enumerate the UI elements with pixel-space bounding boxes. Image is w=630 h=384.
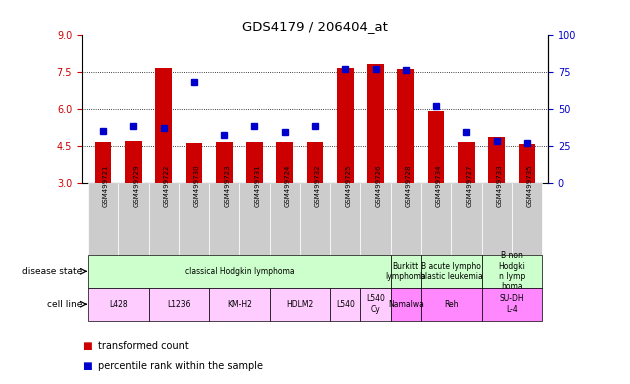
Text: disease state: disease state (22, 267, 83, 276)
Text: B non
Hodgki
n lymp
homa: B non Hodgki n lymp homa (498, 251, 525, 291)
Text: GSM499729: GSM499729 (134, 165, 139, 207)
Text: B acute lympho
blastic leukemia: B acute lympho blastic leukemia (420, 262, 483, 281)
Text: KM-H2: KM-H2 (227, 300, 252, 309)
Text: GSM499730: GSM499730 (194, 165, 200, 207)
Text: classical Hodgkin lymphoma: classical Hodgkin lymphoma (185, 267, 294, 276)
Text: L428: L428 (109, 300, 127, 309)
Text: GSM499724: GSM499724 (285, 165, 290, 207)
FancyBboxPatch shape (149, 182, 179, 255)
FancyBboxPatch shape (270, 288, 330, 321)
Text: GSM499722: GSM499722 (164, 165, 169, 207)
Bar (367, 64, 384, 182)
Bar (94, 142, 112, 182)
FancyBboxPatch shape (300, 182, 330, 255)
FancyBboxPatch shape (88, 288, 149, 321)
Text: GSM499723: GSM499723 (224, 165, 230, 207)
Text: GSM499726: GSM499726 (375, 165, 382, 207)
FancyBboxPatch shape (149, 288, 209, 321)
Text: transformed count: transformed count (98, 341, 188, 351)
Text: GSM499731: GSM499731 (255, 165, 260, 207)
Bar (307, 142, 323, 182)
Bar (125, 141, 142, 182)
FancyBboxPatch shape (391, 182, 421, 255)
Text: HDLM2: HDLM2 (286, 300, 314, 309)
Text: GSM499733: GSM499733 (496, 165, 503, 207)
FancyBboxPatch shape (360, 288, 391, 321)
Text: GSM499721: GSM499721 (103, 165, 109, 207)
Text: ■: ■ (82, 341, 91, 351)
Bar (216, 142, 232, 182)
Text: Reh: Reh (444, 300, 459, 309)
FancyBboxPatch shape (421, 182, 451, 255)
Bar (428, 111, 444, 182)
Text: L1236: L1236 (167, 300, 190, 309)
Bar (337, 68, 353, 182)
FancyBboxPatch shape (451, 182, 481, 255)
Text: percentile rank within the sample: percentile rank within the sample (98, 361, 263, 371)
FancyBboxPatch shape (512, 182, 542, 255)
FancyBboxPatch shape (421, 288, 481, 321)
Bar (186, 143, 202, 182)
FancyBboxPatch shape (391, 255, 421, 288)
FancyBboxPatch shape (209, 288, 270, 321)
Text: L540
Cy: L540 Cy (366, 295, 385, 314)
Bar (488, 137, 505, 182)
FancyBboxPatch shape (481, 182, 512, 255)
FancyBboxPatch shape (481, 288, 542, 321)
Text: Namalwa: Namalwa (388, 300, 424, 309)
Text: ■: ■ (82, 361, 91, 371)
Text: GSM499725: GSM499725 (345, 165, 352, 207)
Text: GSM499734: GSM499734 (436, 165, 442, 207)
FancyBboxPatch shape (270, 182, 300, 255)
FancyBboxPatch shape (360, 182, 391, 255)
FancyBboxPatch shape (209, 182, 239, 255)
Text: GSM499727: GSM499727 (466, 165, 472, 207)
Bar (246, 142, 263, 182)
Bar (458, 142, 474, 182)
Text: cell line: cell line (47, 300, 83, 309)
Text: GSM499732: GSM499732 (315, 165, 321, 207)
FancyBboxPatch shape (481, 255, 542, 288)
Text: SU-DH
L-4: SU-DH L-4 (500, 295, 524, 314)
FancyBboxPatch shape (179, 182, 209, 255)
FancyBboxPatch shape (391, 288, 421, 321)
Text: Burkitt
lymphoma: Burkitt lymphoma (386, 262, 426, 281)
FancyBboxPatch shape (421, 255, 481, 288)
Title: GDS4179 / 206404_at: GDS4179 / 206404_at (242, 20, 388, 33)
Bar (398, 69, 414, 182)
FancyBboxPatch shape (118, 182, 149, 255)
FancyBboxPatch shape (239, 182, 270, 255)
FancyBboxPatch shape (88, 255, 391, 288)
Text: GSM499735: GSM499735 (527, 165, 533, 207)
FancyBboxPatch shape (330, 182, 360, 255)
Bar (156, 68, 172, 182)
FancyBboxPatch shape (330, 288, 360, 321)
FancyBboxPatch shape (88, 182, 118, 255)
Bar (518, 144, 536, 182)
Bar (277, 142, 293, 182)
Text: L540: L540 (336, 300, 355, 309)
Text: GSM499728: GSM499728 (406, 165, 412, 207)
